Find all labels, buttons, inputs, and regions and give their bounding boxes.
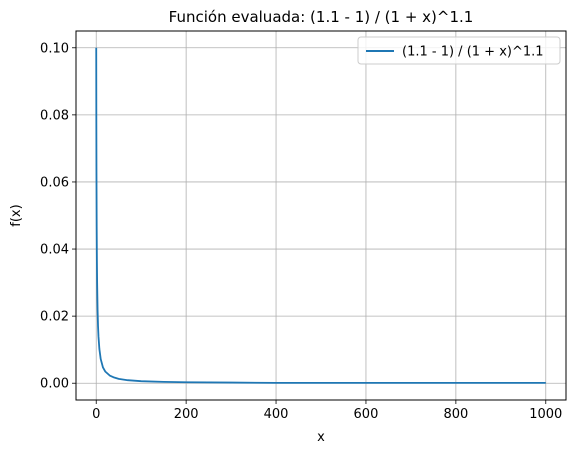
x-tick-label: 600 bbox=[354, 407, 379, 422]
x-tick-label: 800 bbox=[443, 407, 468, 422]
y-tick-label: 0.06 bbox=[40, 175, 69, 190]
y-tick-label: 0.04 bbox=[40, 243, 69, 258]
x-axis-label: x bbox=[317, 430, 325, 445]
legend-box bbox=[357, 36, 561, 65]
plot-frame bbox=[75, 30, 567, 401]
legend: (1.1 - 1) / (1 + x)^1.1 bbox=[357, 36, 561, 65]
legend-label: (1.1 - 1) / (1 + x)^1.1 bbox=[402, 45, 544, 60]
y-tick-label: 0.10 bbox=[40, 41, 69, 56]
x-tick-label: 0 bbox=[92, 407, 100, 422]
y-tick-label: 0.08 bbox=[40, 108, 69, 123]
x-tick-label: 200 bbox=[174, 407, 199, 422]
series-layer bbox=[95, 47, 546, 384]
y-tick-label: 0.02 bbox=[40, 310, 69, 325]
y-tick-label: 0.00 bbox=[40, 377, 69, 392]
y-axis-label: f(x) bbox=[9, 204, 24, 226]
x-tick-label: 400 bbox=[264, 407, 289, 422]
x-tick-label: 1000 bbox=[529, 407, 562, 422]
chart-title: Función evaluada: (1.1 - 1) / (1 + x)^1.… bbox=[169, 8, 474, 26]
series-line bbox=[95, 47, 546, 384]
grid-layer bbox=[76, 31, 566, 400]
x-ticks: 0 200 400 600 800 1000 bbox=[92, 400, 562, 422]
y-ticks: 0.00 0.02 0.04 0.06 0.08 0.10 bbox=[40, 41, 76, 392]
